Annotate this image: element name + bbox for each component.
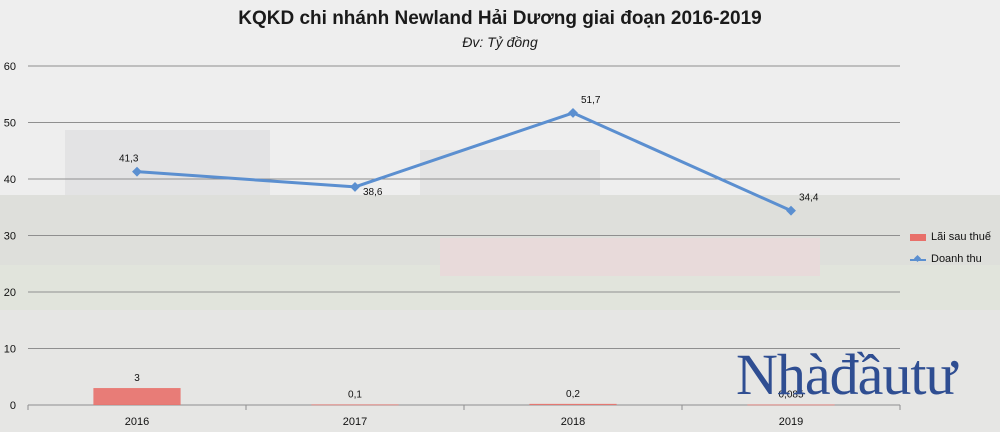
marker-revenue	[786, 205, 796, 216]
data-label-profit: 0,2	[566, 389, 580, 400]
data-label-profit: 3	[134, 373, 140, 384]
x-tick-label: 2018	[561, 416, 585, 428]
bar-profit	[747, 404, 835, 406]
watermark-logo: Nhàđầutư	[736, 342, 957, 407]
x-tick-label: 2016	[125, 416, 149, 428]
y-tick-label: 10	[4, 344, 16, 356]
marker-revenue	[350, 181, 360, 192]
data-label-revenue: 34,4	[799, 193, 819, 204]
label-layer: 0 10 20 30 40 50 60 2016 2017 2018 2019 3 0,1 0,2 0,08…	[4, 61, 819, 428]
x-tick-label: 2017	[343, 416, 367, 428]
legend-swatch-profit	[910, 233, 926, 241]
data-label-revenue: 51,7	[581, 95, 601, 106]
bar-layer	[93, 388, 835, 406]
bar-profit	[93, 388, 181, 405]
data-label-profit: 0,085	[778, 390, 803, 401]
legend-swatch-revenue	[910, 255, 926, 264]
y-tick-label: 40	[4, 174, 16, 186]
marker-revenue	[132, 166, 142, 177]
legend-label-revenue: Doanh thu	[931, 253, 982, 265]
y-tick-label: 50	[4, 118, 16, 130]
chart-legend: Lãi sau thuế Doanh thu	[910, 226, 991, 270]
line-revenue	[136, 111, 792, 213]
legend-item-profit: Lãi sau thuế	[910, 226, 991, 248]
x-tick-label: 2019	[779, 416, 803, 428]
marker-revenue	[568, 107, 578, 118]
chart-title: KQKD chi nhánh Newland Hải Dương giai đo…	[238, 8, 762, 29]
data-label-profit: 0,1	[348, 389, 362, 400]
chart-subtitle: Đv: Tỷ đồng	[462, 34, 538, 50]
y-tick-label: 60	[4, 61, 16, 73]
legend-label-profit: Lãi sau thuế	[931, 231, 991, 243]
bar-profit	[529, 403, 617, 405]
y-tick-label: 30	[4, 231, 16, 243]
bg-ground	[0, 300, 1000, 432]
data-label-revenue: 38,6	[363, 187, 383, 198]
legend-item-revenue: Doanh thu	[910, 248, 991, 270]
bar-profit	[311, 404, 399, 406]
y-tick-label: 20	[4, 287, 16, 299]
data-label-revenue: 41,3	[119, 154, 139, 165]
bg-sign	[440, 238, 820, 276]
y-tick-label: 0	[10, 400, 16, 412]
line-layer	[132, 107, 796, 216]
